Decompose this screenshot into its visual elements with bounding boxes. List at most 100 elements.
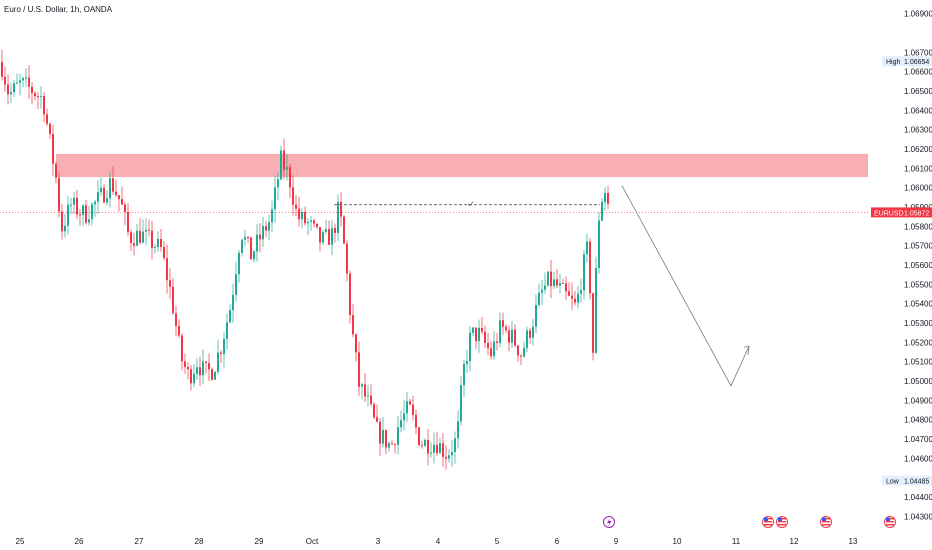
- candle: [172, 278, 174, 315]
- low-tag: Low 1.04485: [882, 475, 932, 486]
- candle: [115, 179, 117, 197]
- candle: [409, 399, 411, 406]
- candle: [304, 206, 306, 226]
- candle: [496, 333, 498, 351]
- candle: [283, 138, 285, 180]
- candle: [157, 231, 159, 252]
- candle: [334, 223, 336, 243]
- high-tag-background: [882, 56, 932, 67]
- candle: [520, 354, 522, 366]
- candle: [532, 318, 534, 346]
- candle: [76, 189, 78, 220]
- candle: [148, 219, 150, 237]
- current-price-tag: EURUSD 1.05872: [871, 207, 932, 218]
- candle: [163, 241, 165, 261]
- candle: [559, 273, 561, 294]
- candle: [313, 218, 315, 228]
- candle: [604, 187, 606, 211]
- x-tick-label: 3: [376, 537, 381, 546]
- candle: [514, 324, 516, 348]
- candle: [13, 80, 15, 98]
- candle: [220, 349, 222, 364]
- candle: [370, 384, 372, 407]
- x-tick-label: 10: [673, 537, 682, 546]
- candle: [178, 319, 180, 339]
- candle: [310, 215, 312, 232]
- candle: [4, 66, 6, 92]
- candle: [67, 196, 69, 235]
- candle: [208, 353, 210, 382]
- candle: [154, 243, 156, 254]
- candle: [286, 154, 288, 181]
- x-tick-label: 12: [790, 537, 799, 546]
- candle: [490, 341, 492, 360]
- candle: [202, 349, 204, 385]
- candle: [328, 220, 330, 246]
- candle: [367, 384, 369, 407]
- candle: [1, 49, 3, 81]
- candle: [433, 432, 435, 464]
- candle: [319, 226, 321, 252]
- candle: [457, 410, 459, 449]
- candle: [550, 260, 552, 299]
- candle: [439, 437, 441, 454]
- candle: [61, 204, 63, 240]
- lightning-icon[interactable]: [603, 516, 615, 528]
- candle: [412, 395, 414, 421]
- current-price-tag-background: [871, 207, 932, 218]
- x-tick-label: 9: [614, 537, 619, 546]
- x-tick-label: 29: [255, 537, 264, 546]
- candle: [7, 74, 9, 105]
- y-tick-label: 1.06200: [904, 145, 932, 154]
- x-tick-label: 27: [135, 537, 144, 546]
- candle: [322, 229, 324, 246]
- projection-line[interactable]: [621, 185, 750, 387]
- candle: [343, 215, 345, 245]
- y-tick-label: 1.06600: [904, 68, 932, 77]
- candle: [265, 220, 267, 238]
- candle: [199, 356, 201, 387]
- candle: [109, 171, 111, 208]
- candle: [25, 68, 27, 87]
- y-tick-label: 1.05400: [904, 300, 932, 309]
- chart-title: Euro / U.S. Dollar, 1h, OANDA: [4, 5, 113, 14]
- candle: [568, 282, 570, 297]
- candle: [274, 175, 276, 223]
- candle: [469, 326, 471, 372]
- y-tick-label: 1.04400: [904, 493, 932, 502]
- us-flag-icon[interactable]: [762, 516, 774, 528]
- candle: [556, 268, 558, 289]
- candle: [424, 438, 426, 447]
- candle: [547, 271, 549, 287]
- us-flag-icon[interactable]: [776, 516, 788, 528]
- us-flag-icon[interactable]: [820, 516, 832, 528]
- candle: [88, 205, 90, 226]
- candle: [229, 304, 231, 324]
- candle: [241, 238, 243, 257]
- y-tick-label: 1.05500: [904, 280, 932, 289]
- candle: [100, 177, 102, 196]
- candle: [445, 445, 447, 470]
- candle: [301, 208, 303, 229]
- y-tick-label: 1.04700: [904, 435, 932, 444]
- current-price-symbol: EURUSD: [874, 210, 904, 217]
- current-price-value: 1.05872: [904, 210, 929, 217]
- candle: [538, 283, 540, 307]
- candle: [541, 279, 543, 305]
- time-axis[interactable]: 25 26 27 28 29 Oct 3 4 5 6 9 10 11 12 13: [16, 537, 858, 546]
- event-markers[interactable]: [603, 516, 896, 528]
- candle: [235, 261, 237, 302]
- candle: [226, 313, 228, 350]
- candle: [406, 391, 408, 422]
- y-tick-label: 1.05800: [904, 222, 932, 231]
- candle: [145, 218, 147, 246]
- candle: [91, 202, 93, 226]
- candle: [256, 224, 258, 262]
- candle: [37, 92, 39, 110]
- price-axis[interactable]: 1.06900 1.06700 1.06600 1.06500 1.06400 1.063…: [904, 10, 932, 522]
- us-flag-icon[interactable]: [884, 516, 896, 528]
- x-tick-label: Oct: [306, 537, 319, 546]
- y-tick-label: 1.06700: [904, 48, 932, 57]
- candle: [271, 200, 273, 233]
